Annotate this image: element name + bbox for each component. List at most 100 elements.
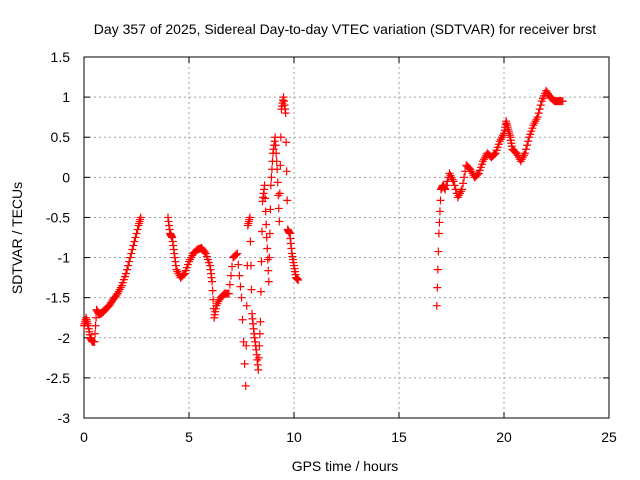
data-point (261, 207, 270, 216)
data-point (186, 255, 195, 264)
data-point (458, 185, 466, 194)
data-point (114, 287, 123, 296)
data-point (173, 267, 182, 276)
data-point (264, 277, 273, 286)
data-point (242, 301, 251, 310)
data-point (262, 220, 271, 229)
data-point (172, 265, 181, 274)
x-tick-label: 15 (391, 429, 407, 445)
data-point (282, 138, 291, 147)
data-point (257, 227, 266, 236)
data-point (90, 337, 99, 346)
data-point (512, 149, 521, 158)
data-point (460, 173, 469, 182)
data-point (257, 257, 266, 266)
y-tick-label: -2 (58, 330, 71, 346)
y-tick-label: 1.5 (51, 49, 71, 65)
data-point (214, 297, 223, 306)
data-point (558, 97, 567, 106)
series-segment-2 (164, 93, 303, 390)
grid-layer (84, 57, 609, 418)
data-point (282, 167, 291, 176)
data-point (256, 317, 265, 326)
data-point (535, 105, 544, 114)
data-point (529, 121, 538, 130)
data-point (225, 280, 234, 289)
data-point (441, 185, 450, 194)
chart-title: Day 357 of 2025, Sidereal Day-to-day VTE… (94, 21, 596, 37)
data-point (123, 265, 132, 274)
data-point (530, 119, 539, 128)
data-point (91, 329, 100, 338)
data-point (446, 171, 455, 180)
data-point (237, 293, 246, 302)
data-point (283, 196, 292, 205)
data-point (262, 233, 271, 242)
data-point (531, 117, 540, 126)
data-point (200, 248, 209, 257)
x-tick-label: 5 (185, 429, 193, 445)
data-point (224, 289, 233, 298)
data-point (208, 286, 217, 295)
data-point (447, 173, 456, 182)
data-point (456, 187, 465, 196)
data-point (435, 218, 444, 227)
data-point (433, 265, 442, 274)
data-point (519, 151, 528, 160)
data-point (453, 193, 462, 202)
data-point (246, 237, 255, 246)
data-point (241, 381, 250, 390)
data-point (132, 229, 141, 238)
data-point (449, 177, 458, 186)
data-point (276, 133, 285, 142)
data-point (498, 131, 507, 140)
data-point (267, 173, 276, 182)
data-point (490, 150, 499, 159)
data-point (232, 250, 241, 259)
x-tick-label: 0 (80, 429, 88, 445)
data-point (273, 178, 282, 187)
data-point (433, 283, 442, 292)
data-point (434, 229, 443, 238)
data-point (231, 251, 240, 260)
data-point (435, 207, 444, 216)
data-point (261, 194, 270, 203)
data-point (459, 179, 468, 188)
data-point (518, 153, 527, 162)
data-point (263, 255, 272, 264)
data-point (255, 341, 264, 350)
data-point (276, 161, 285, 170)
data-point (133, 225, 142, 234)
data-point (254, 353, 263, 362)
data-point (294, 276, 303, 285)
data-markers (80, 86, 567, 390)
data-point (450, 181, 459, 190)
data-point (208, 277, 217, 286)
data-point (272, 149, 281, 158)
data-point (480, 155, 489, 164)
data-point (521, 149, 529, 158)
data-point (212, 301, 221, 310)
data-point (532, 115, 541, 124)
data-point (274, 191, 283, 200)
data-point (115, 285, 124, 294)
data-point (442, 181, 451, 190)
data-point (516, 157, 525, 166)
x-axis-label: GPS time / hours (292, 458, 399, 474)
data-point (266, 205, 275, 214)
data-point (255, 329, 264, 338)
data-point (265, 229, 274, 238)
data-point (454, 191, 463, 200)
data-point (125, 257, 134, 266)
x-tick-label: 10 (286, 429, 302, 445)
data-point (245, 213, 254, 222)
data-point (473, 170, 482, 179)
data-point (128, 245, 137, 254)
data-point (524, 137, 533, 146)
data-point (254, 365, 263, 374)
y-tick-label: -1 (58, 250, 71, 266)
data-point (448, 175, 457, 184)
data-point (479, 157, 487, 166)
data-point (242, 341, 251, 350)
